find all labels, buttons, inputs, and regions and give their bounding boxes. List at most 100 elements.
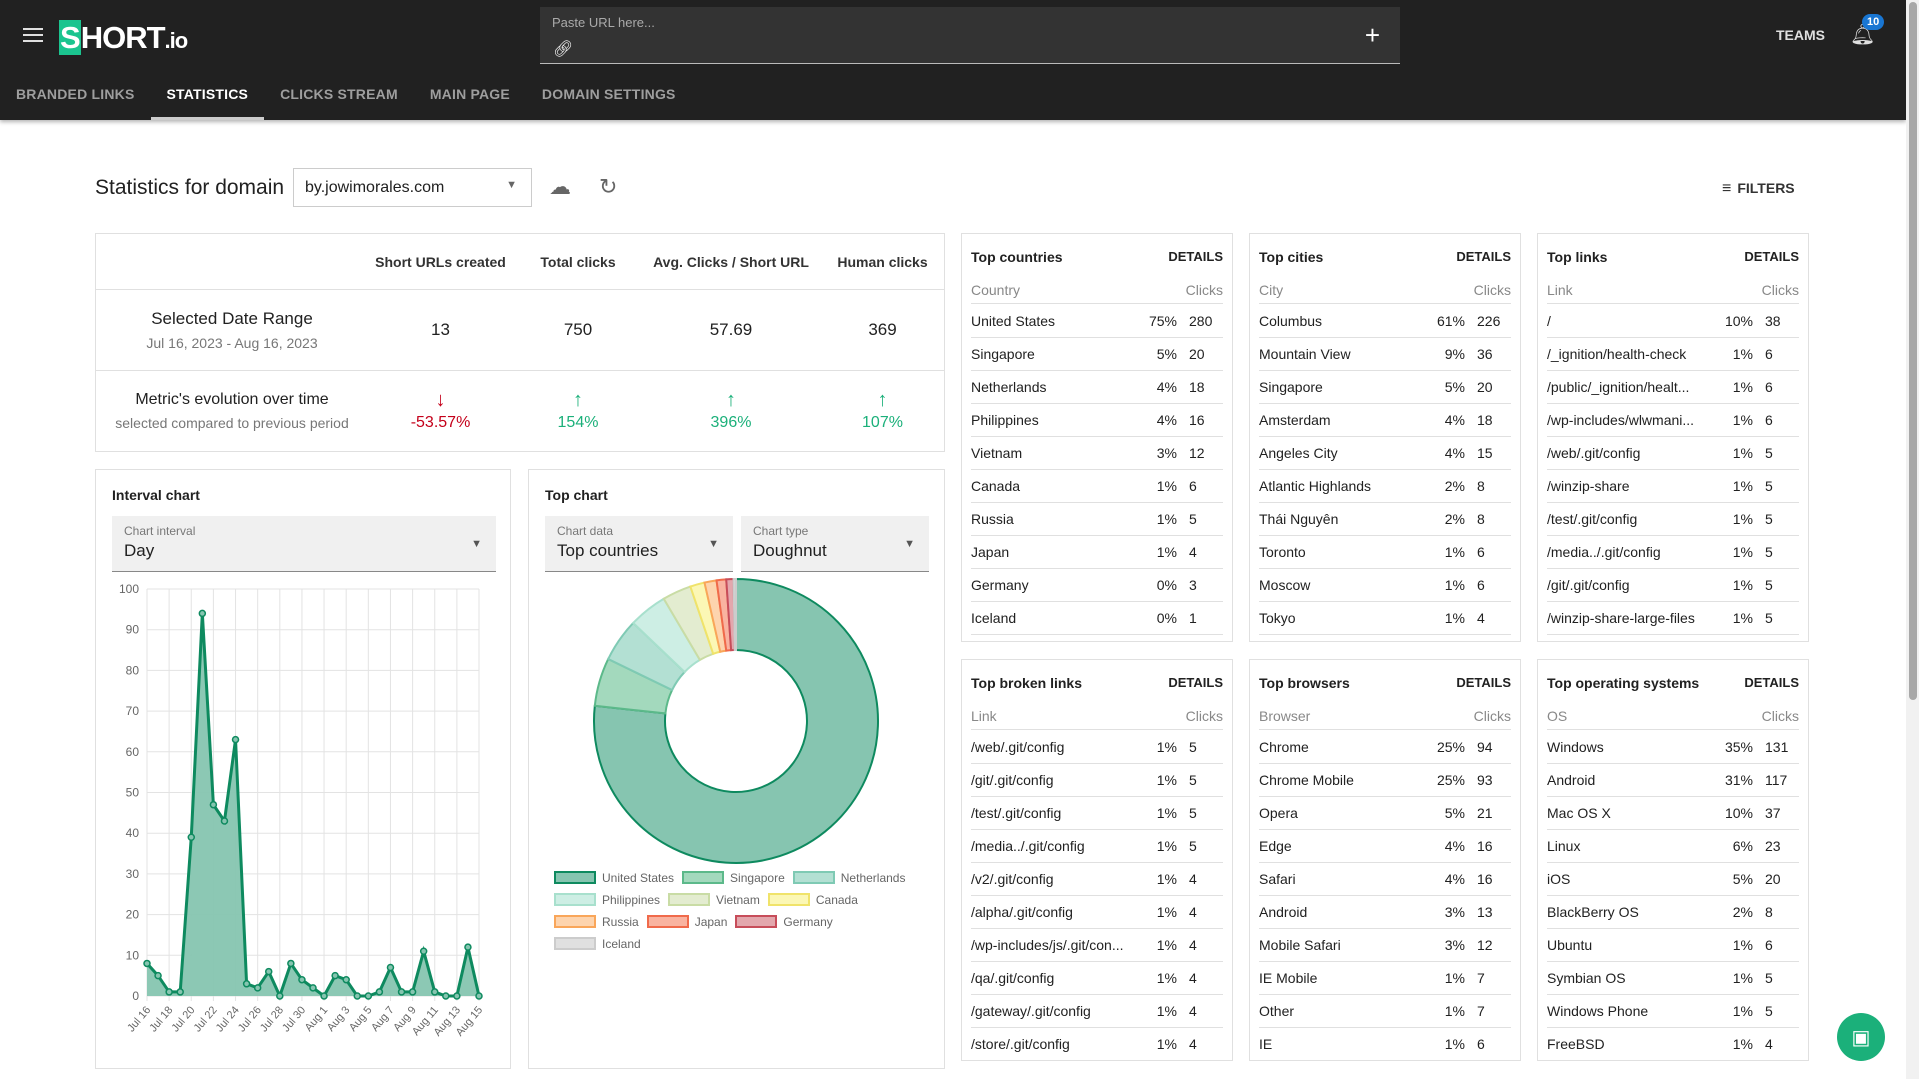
- data-point: [475, 992, 483, 1000]
- row-name: Safari: [1259, 871, 1296, 887]
- table-row: Moscow 1% 6: [1259, 569, 1511, 602]
- scrollbar[interactable]: [1906, 0, 1919, 1079]
- row-name: Amsterdam: [1259, 412, 1331, 428]
- legend-item[interactable]: Japan: [646, 914, 727, 929]
- tab-statistics[interactable]: STATISTICS: [150, 78, 265, 120]
- row-name: Linux: [1547, 838, 1581, 854]
- domain-select[interactable]: by.jowimorales.com ▼: [293, 168, 532, 207]
- row-percent: 4%: [1444, 445, 1465, 461]
- y-tick-label: 60: [126, 745, 140, 759]
- data-point: [165, 988, 173, 996]
- url-input[interactable]: [552, 15, 1332, 30]
- teams-button[interactable]: TEAMS: [1776, 27, 1825, 43]
- row-name: Opera: [1259, 805, 1298, 821]
- legend-item[interactable]: Philippines: [554, 892, 660, 907]
- row-clicks: 12: [1189, 445, 1205, 461]
- row-clicks: 23: [1765, 838, 1781, 854]
- data-point: [364, 992, 373, 1000]
- details-button[interactable]: DETAILS: [1744, 249, 1799, 264]
- row-name: Chrome: [1259, 739, 1309, 755]
- arrow-up-icon: ↑: [726, 389, 736, 411]
- row-clicks: 5: [1189, 838, 1197, 854]
- url-input-box[interactable]: 🔗︎ +: [540, 7, 1400, 64]
- column-header: Browser: [1259, 708, 1311, 724]
- legend-item[interactable]: Germany: [735, 914, 833, 929]
- row-name: FreeBSD: [1547, 1036, 1605, 1052]
- row-clicks: 93: [1477, 772, 1493, 788]
- legend-item[interactable]: United States: [554, 870, 674, 885]
- column-header-clicks: Clicks: [1761, 708, 1799, 724]
- row-clicks: 4: [1189, 871, 1197, 887]
- scrollbar-thumb[interactable]: [1909, 2, 1917, 700]
- filters-button[interactable]: ≡ FILTERS: [1722, 180, 1795, 198]
- chart-type-select[interactable]: Chart type Doughnut ▼: [741, 516, 929, 572]
- row-clicks: 38: [1765, 313, 1781, 329]
- row-percent: 4%: [1156, 412, 1177, 428]
- row-name: /store/.git/config: [971, 1036, 1070, 1052]
- table-row: Japan 1% 4: [971, 536, 1223, 569]
- refresh-icon[interactable]: ↻: [599, 174, 618, 199]
- table-row: Linux 6% 23: [1547, 830, 1799, 863]
- row-clicks: 4: [1189, 1036, 1197, 1052]
- slice-iceland[interactable]: [732, 577, 737, 652]
- data-point: [242, 980, 251, 988]
- chart-data-select[interactable]: Chart data Top countries ▼: [545, 516, 733, 572]
- legend-item[interactable]: Canada: [767, 892, 858, 907]
- row-name: /media../.git/config: [1547, 544, 1661, 560]
- nav-tabs: BRANDED LINKS STATISTICS CLICKS STREAM M…: [0, 78, 692, 120]
- row-clicks: 6: [1477, 544, 1485, 560]
- add-link-button[interactable]: +: [1364, 20, 1380, 50]
- tab-domain-settings[interactable]: DOMAIN SETTINGS: [541, 86, 676, 102]
- row-name: Netherlands: [971, 379, 1047, 395]
- details-button[interactable]: DETAILS: [1456, 675, 1511, 690]
- data-point: [464, 943, 472, 951]
- menu-icon[interactable]: [23, 26, 43, 44]
- row-name: /wp-includes/js/.git/con...: [971, 937, 1124, 953]
- slice-united-states[interactable]: [593, 577, 879, 864]
- tab-clicks-stream[interactable]: CLICKS STREAM: [280, 86, 398, 102]
- range-label: Selected Date Range: [151, 309, 313, 328]
- row-name: /alpha/.git/config: [971, 904, 1073, 920]
- legend-item[interactable]: Vietnam: [668, 892, 760, 907]
- logo[interactable]: SHORT.io: [59, 20, 188, 55]
- column-header: OS: [1547, 708, 1568, 724]
- data-point: [220, 817, 229, 825]
- row-percent: 1%: [1156, 478, 1177, 494]
- x-tick-label: Aug 1: [303, 1004, 331, 1034]
- details-button[interactable]: DETAILS: [1744, 675, 1799, 690]
- legend-item[interactable]: Iceland: [554, 936, 641, 951]
- legend-item[interactable]: Netherlands: [792, 870, 905, 885]
- table-row: /media../.git/config 1% 5: [1547, 536, 1799, 569]
- x-tick-label: Aug 3: [325, 1004, 353, 1034]
- cloud-download-icon[interactable]: ☁: [549, 174, 571, 199]
- details-button[interactable]: DETAILS: [1456, 249, 1511, 264]
- row-percent: 1%: [1732, 1003, 1753, 1019]
- row-clicks: 5: [1765, 478, 1773, 494]
- table-title: Top countries: [971, 249, 1063, 265]
- legend-label: Singapore: [730, 870, 785, 885]
- tab-branded-links[interactable]: BRANDED LINKS: [16, 86, 135, 102]
- table-row: Mountain View 9% 36: [1259, 338, 1511, 371]
- details-button[interactable]: DETAILS: [1168, 675, 1223, 690]
- table-row: Android 31% 117: [1547, 764, 1799, 797]
- legend-swatch: [554, 893, 596, 906]
- column-header: Country: [971, 282, 1021, 298]
- table-row: Windows 35% 131: [1547, 731, 1799, 764]
- data-point: [430, 988, 439, 996]
- row-name: /: [1547, 313, 1551, 329]
- data-point: [276, 992, 284, 1000]
- data-point: [264, 967, 273, 976]
- chart-interval-select[interactable]: Chart interval Day ▼: [112, 516, 496, 572]
- table-card-top-operating-systems: Top operating systems DETAILS OS Clicks Win…: [1537, 659, 1809, 1061]
- row-percent: 25%: [1436, 772, 1465, 788]
- tab-main-page[interactable]: MAIN PAGE: [429, 86, 510, 102]
- legend-item[interactable]: Russia: [554, 914, 639, 929]
- table-row: /test/.git/config 1% 5: [1547, 503, 1799, 536]
- chat-button[interactable]: ▣: [1837, 1013, 1885, 1061]
- doughnut-legend: United States Singapore Netherlands Philipp…: [554, 870, 934, 958]
- details-button[interactable]: DETAILS: [1168, 249, 1223, 264]
- row-percent: 35%: [1724, 739, 1753, 755]
- legend-item[interactable]: Singapore: [682, 870, 785, 885]
- row-name: Japan: [971, 544, 1010, 560]
- row-percent: 1%: [1156, 838, 1177, 854]
